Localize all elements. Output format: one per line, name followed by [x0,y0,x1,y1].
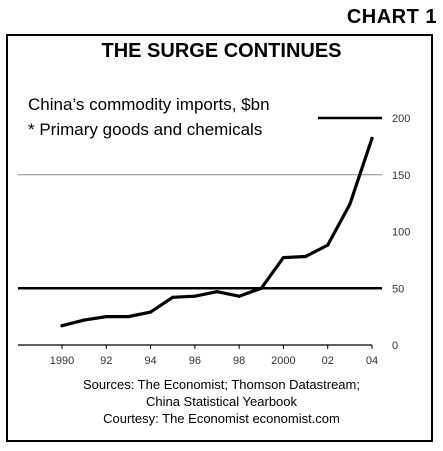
sources-line-2: China Statistical Yearbook [145,394,298,409]
data-point-1991 [82,318,86,322]
x-tick-label-02: 02 [322,355,334,367]
data-point-1996 [193,294,197,298]
data-point-2003 [348,202,352,206]
series-line-0 [60,136,374,328]
y-tick-label-100: 100 [392,227,410,239]
data-point-1993 [126,315,131,319]
x-tick-label-04: 04 [366,355,378,367]
data-point-1995 [171,295,175,299]
data-point-1997 [215,290,219,294]
chart-subtitle-block: China’s commodity imports, $bn * Primary… [28,92,270,142]
data-point-2001 [303,254,308,259]
chart-title: THE SURGE CONTINUES [101,40,342,62]
x-tick-label-92: 92 [100,355,112,367]
y-tick-label-150: 150 [392,170,410,182]
data-point-2002 [326,243,330,247]
x-tick-label-2000: 2000 [271,355,295,367]
x-tick-label-96: 96 [189,355,201,367]
sources-line-1: Sources: The Economist; Thomson Datastre… [83,377,360,392]
x-tick-label-98: 98 [233,355,245,367]
y-tick-label-200: 200 [392,113,410,125]
data-point-1999 [259,286,263,290]
chart-footer: Sources: The Economist; Thomson Datastre… [0,376,443,427]
data-point-1990 [60,324,64,328]
x-tick-label-94: 94 [144,355,156,367]
data-point-1992 [104,315,108,319]
chart-subtitle: China’s commodity imports, $bn [28,95,270,114]
x-tick-label-1990: 1990 [50,355,74,367]
chart-number-label: CHART 1 [346,6,437,28]
data-point-2000 [281,256,286,260]
data-point-1998 [237,294,241,298]
courtesy-line: Courtesy: The Economist economist.com [103,411,340,426]
chart-note: * Primary goods and chemicals [28,120,263,139]
y-tick-label-0: 0 [392,340,398,352]
chart-frame [6,34,433,442]
y-tick-label-50: 50 [392,283,404,295]
data-point-1994 [148,310,153,314]
data-point-2004 [370,136,374,141]
